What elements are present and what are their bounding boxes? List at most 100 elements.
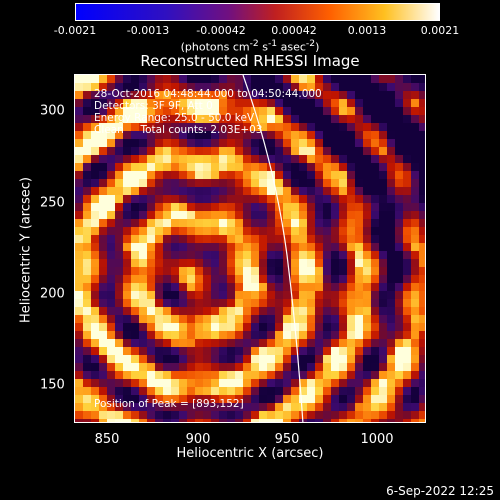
image-pixel	[355, 267, 363, 275]
image-pixel	[179, 147, 187, 155]
image-pixel	[163, 259, 171, 267]
image-pixel	[171, 379, 179, 387]
image-pixel	[83, 227, 91, 235]
image-pixel	[179, 187, 187, 195]
image-pixel	[187, 363, 195, 371]
image-pixel	[355, 227, 363, 235]
image-pixel	[203, 235, 211, 243]
image-pixel	[131, 347, 139, 355]
image-pixel	[299, 347, 307, 355]
image-pixel	[347, 219, 355, 227]
image-pixel	[211, 347, 219, 355]
image-pixel	[291, 267, 299, 275]
image-pixel	[115, 307, 123, 315]
image-pixel	[315, 251, 323, 259]
image-pixel	[331, 171, 339, 179]
image-pixel	[347, 171, 355, 179]
image-pixel	[259, 379, 267, 387]
image-pixel	[131, 227, 139, 235]
image-pixel	[235, 155, 243, 163]
image-pixel	[171, 299, 179, 307]
image-pixel	[75, 355, 83, 363]
image-pixel	[291, 75, 299, 83]
image-pixel	[115, 299, 123, 307]
image-pixel	[139, 299, 147, 307]
image-pixel	[155, 299, 163, 307]
image-pixel	[219, 243, 227, 251]
image-pixel	[419, 403, 425, 411]
image-pixel	[219, 331, 227, 339]
image-pixel	[411, 187, 419, 195]
image-pixel	[99, 123, 107, 131]
image-pixel	[227, 403, 235, 411]
image-pixel	[179, 307, 187, 315]
image-pixel	[419, 355, 425, 363]
image-pixel	[403, 411, 411, 419]
image-pixel	[131, 315, 139, 323]
image-pixel	[123, 123, 131, 131]
image-pixel	[331, 243, 339, 251]
image-pixel	[187, 107, 195, 115]
image-pixel	[219, 131, 227, 139]
image-pixel	[163, 115, 171, 123]
image-pixel	[403, 283, 411, 291]
image-pixel	[403, 107, 411, 115]
image-pixel	[155, 107, 163, 115]
image-pixel	[171, 259, 179, 267]
image-pixel	[83, 339, 91, 347]
image-pixel	[259, 203, 267, 211]
image-pixel	[379, 211, 387, 219]
image-pixel	[363, 235, 371, 243]
image-pixel	[307, 219, 315, 227]
image-pixel	[259, 227, 267, 235]
image-pixel	[419, 187, 425, 195]
image-pixel	[195, 163, 203, 171]
image-pixel	[235, 195, 243, 203]
image-pixel	[355, 83, 363, 91]
image-pixel	[347, 155, 355, 163]
image-pixel	[331, 347, 339, 355]
image-pixel	[379, 203, 387, 211]
image-pixel	[275, 339, 283, 347]
image-pixel	[83, 307, 91, 315]
image-pixel	[299, 315, 307, 323]
image-pixel	[75, 411, 83, 419]
image-pixel	[267, 403, 275, 411]
image-pixel	[411, 251, 419, 259]
image-pixel	[171, 395, 179, 403]
image-pixel	[387, 283, 395, 291]
image-pixel	[395, 347, 403, 355]
image-pixel	[107, 315, 115, 323]
image-pixel	[283, 179, 291, 187]
image-pixel	[227, 339, 235, 347]
image-pixel	[371, 307, 379, 315]
image-pixel	[363, 195, 371, 203]
image-pixel	[187, 411, 195, 419]
image-pixel	[395, 387, 403, 395]
image-pixel	[275, 315, 283, 323]
image-pixel	[83, 315, 91, 323]
image-pixel	[195, 355, 203, 363]
image-pixel	[179, 355, 187, 363]
image-pixel	[227, 171, 235, 179]
image-pixel	[211, 171, 219, 179]
image-pixel	[235, 91, 243, 99]
image-pixel	[227, 347, 235, 355]
image-pixel	[347, 299, 355, 307]
image-pixel	[171, 99, 179, 107]
image-pixel	[163, 83, 171, 91]
image-pixel	[187, 83, 195, 91]
image-pixel	[139, 363, 147, 371]
image-pixel	[227, 179, 235, 187]
image-pixel	[355, 339, 363, 347]
image-pixel	[211, 371, 219, 379]
image-pixel	[355, 259, 363, 267]
image-pixel	[115, 283, 123, 291]
image-pixel	[307, 147, 315, 155]
image-pixel	[211, 227, 219, 235]
image-pixel	[123, 99, 131, 107]
image-pixel	[227, 251, 235, 259]
image-pixel	[107, 195, 115, 203]
image-pixel	[387, 395, 395, 403]
image-pixel	[107, 363, 115, 371]
